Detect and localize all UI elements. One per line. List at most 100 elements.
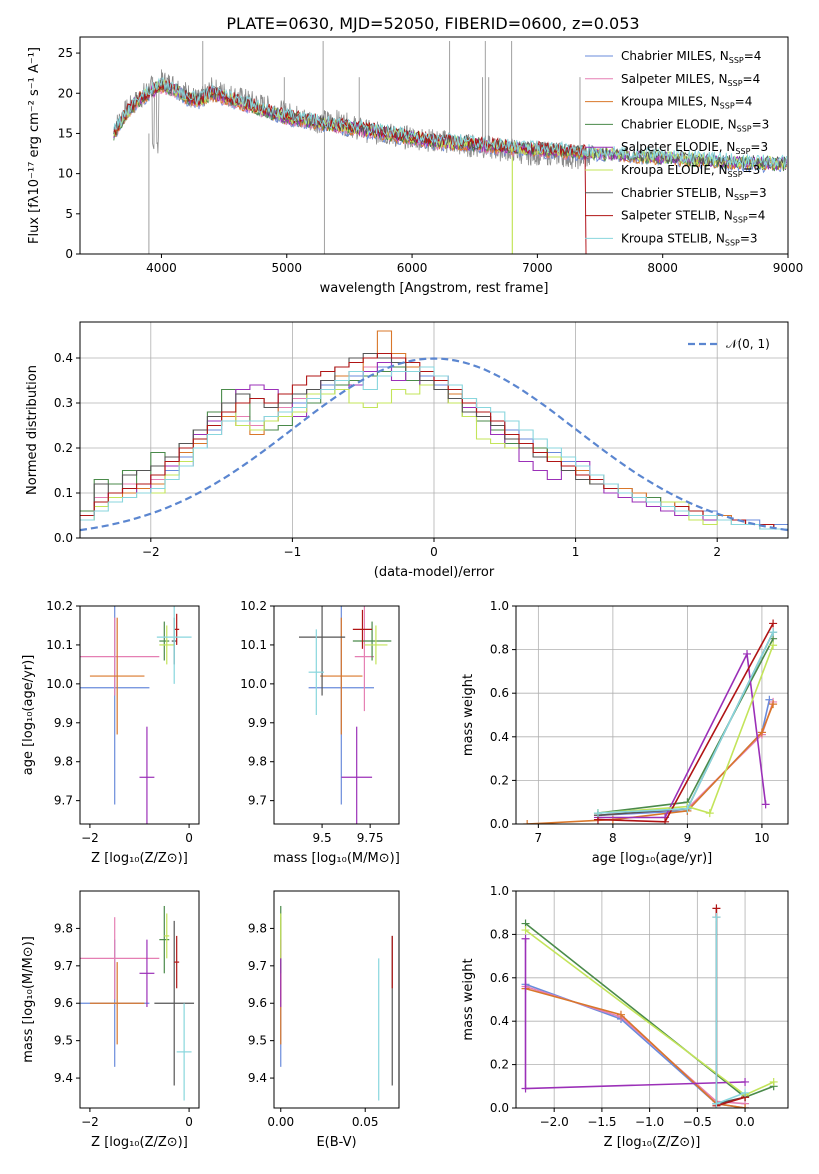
legend-subscript: SSP (728, 79, 743, 88)
age_vs_Z-panel: −2 0 9.7 9.8 9.9 10.0 10.1 10.2 Z [log₁₀(Z/Z⊙)] a… (21, 599, 200, 866)
x-tick-label: 0.05 (352, 1115, 379, 1129)
y-tick-label: 9.8 (248, 921, 267, 935)
y-tick-label: 10.1 (240, 638, 267, 652)
weight-point (661, 817, 670, 824)
x-tick-label: 0.00 (267, 1115, 294, 1129)
y-axis-label: mass weight (461, 958, 476, 1040)
weight-line (524, 938, 746, 1090)
mass_vs_Z-panel: −2 0 9.4 9.5 9.6 9.7 9.8 Z [log₁₀(Z/Z⊙)] mass [l… (21, 890, 200, 1150)
x-axis-label: Z [log₁₀(Z/Z⊙)] (91, 1135, 188, 1150)
y-tick-label: 9.7 (54, 794, 73, 808)
y-tick-label: 9.7 (248, 794, 267, 808)
y-tick-label: 25 (58, 46, 73, 60)
y-tick-label: 0 (65, 247, 73, 261)
x-tick-label: −2 (142, 545, 160, 559)
axes-frame (79, 605, 200, 825)
legend-label: Salpeter STELIB, NSSP=4 (621, 209, 765, 225)
y-axis-label: mass [log₁₀(M/M⊙)] (21, 936, 36, 1063)
mass_vs_Z-plot-area (80, 905, 195, 1101)
legend-label: Chabrier STELIB, NSSP=3 (621, 186, 767, 202)
model-spectrum-line (113, 78, 590, 254)
spectrum-plot-area (113, 41, 787, 254)
weight_vs_age-panel: 7 8 9 10 0.0 0.2 0.4 0.6 0.8 1.0 age [log₁₀(age/yr… (461, 599, 789, 866)
model-spectrum-line (113, 77, 787, 169)
y-tick-label: 9.6 (248, 996, 267, 1010)
y-tick-label: 9.9 (54, 716, 73, 730)
legend-suffix: =3 (749, 186, 767, 200)
weight-line (597, 644, 774, 815)
x-tick-label: 0 (430, 545, 438, 559)
y-tick-label: 10 (58, 167, 73, 181)
legend-suffix: =3 (743, 163, 761, 177)
legend-subscript: SSP (734, 193, 749, 202)
histogram-step (80, 366, 788, 530)
legend-subscript: SSP (729, 56, 744, 65)
y-tick-label: 0.3 (54, 396, 73, 410)
y-axis-label: age [log₁₀(age/yr)] (21, 655, 36, 776)
model-spectrum-line (113, 81, 590, 254)
weight-point (743, 649, 752, 658)
x-tick-label: −2 (81, 831, 99, 845)
y-tick-label: 0.6 (490, 971, 509, 985)
chart-title: PLATE=0630, MJD=52050, FIBERID=0600, z=0… (226, 14, 639, 33)
x-tick-label: 9.75 (357, 831, 384, 845)
mass_vs_ebv-panel: 0.00 0.05 9.4 9.5 9.6 9.7 9.8 E(B-V) (248, 890, 400, 1150)
weight-point (741, 1088, 750, 1097)
x-tick-label: 4000 (146, 261, 177, 275)
y-tick-label: 9.7 (248, 959, 267, 973)
x-tick-label: 8000 (647, 261, 678, 275)
axes-frame (515, 890, 789, 1109)
x-tick-label: 7 (535, 831, 543, 845)
age_vs_mass-panel: 9.5 9.75 9.7 9.8 9.9 10.0 10.1 10.2 mass [log₁₀(… (240, 599, 400, 866)
y-tick-label: 9.7 (54, 959, 73, 973)
legend-subscript: SSP (735, 147, 750, 156)
y-tick-label: 9.6 (54, 996, 73, 1010)
weight-line (525, 983, 746, 1108)
weight-point (712, 1099, 721, 1108)
legend-label: 𝒩(0, 1) (726, 337, 770, 351)
y-tick-label: 0.8 (490, 927, 509, 941)
weight-point (712, 904, 721, 913)
x-axis-label: mass [log₁₀(M/M⊙)] (273, 851, 400, 866)
y-tick-label: 10.0 (240, 677, 267, 691)
y-tick-label: 0.1 (54, 486, 73, 500)
y-tick-label: 10.1 (46, 638, 73, 652)
legend-suffix: =4 (748, 209, 766, 223)
x-tick-label: 0 (185, 1115, 193, 1129)
weight-point (521, 1084, 530, 1093)
weight-line (597, 631, 774, 814)
weight_vs_age-plot-area (523, 619, 778, 824)
observed-spectrum-line (113, 69, 591, 170)
x-tick-label: 9.5 (313, 831, 332, 845)
legend-subscript: SSP (733, 216, 748, 225)
age_vs_mass-plot-area (299, 606, 392, 824)
x-axis-label: E(B-V) (316, 1135, 356, 1150)
weight-line (597, 638, 774, 814)
y-tick-label: 9.9 (248, 716, 267, 730)
y-tick-label: 9.5 (248, 1034, 267, 1048)
weight-point (712, 913, 721, 922)
axes-frame (79, 36, 789, 255)
weight-point (523, 820, 532, 824)
legend-label: Kroupa MILES, NSSP=4 (621, 95, 752, 111)
y-tick-label: 0.0 (490, 1101, 509, 1115)
x-tick-label: 9000 (773, 261, 804, 275)
legend-suffix: =4 (735, 95, 753, 109)
weight-point (683, 804, 692, 813)
y-tick-label: 0.4 (490, 1014, 509, 1028)
weight_vs_Z-panel: −2.0 −1.5 −1.0 −0.5 0.0 0.0 0.2 0.4 0.6 0.8 1.0 Z [… (461, 884, 789, 1150)
y-tick-label: 0.0 (490, 817, 509, 831)
y-axis-label: Flux [fλ10⁻¹⁷ erg cm⁻² s⁻¹ A⁻¹] (27, 47, 42, 244)
x-tick-label: 7000 (522, 261, 553, 275)
gaussian-curve (80, 357, 788, 532)
x-tick-label: −1.5 (587, 1115, 616, 1129)
model-spectrum-line (113, 77, 787, 168)
axes-frame (515, 605, 789, 825)
weight-point (761, 800, 770, 809)
y-tick-label: 0.2 (54, 441, 73, 455)
y-tick-label: 0.4 (54, 351, 73, 365)
legend-suffix: =4 (744, 49, 762, 63)
y-tick-label: 20 (58, 86, 73, 100)
x-tick-label: −1.0 (635, 1115, 664, 1129)
